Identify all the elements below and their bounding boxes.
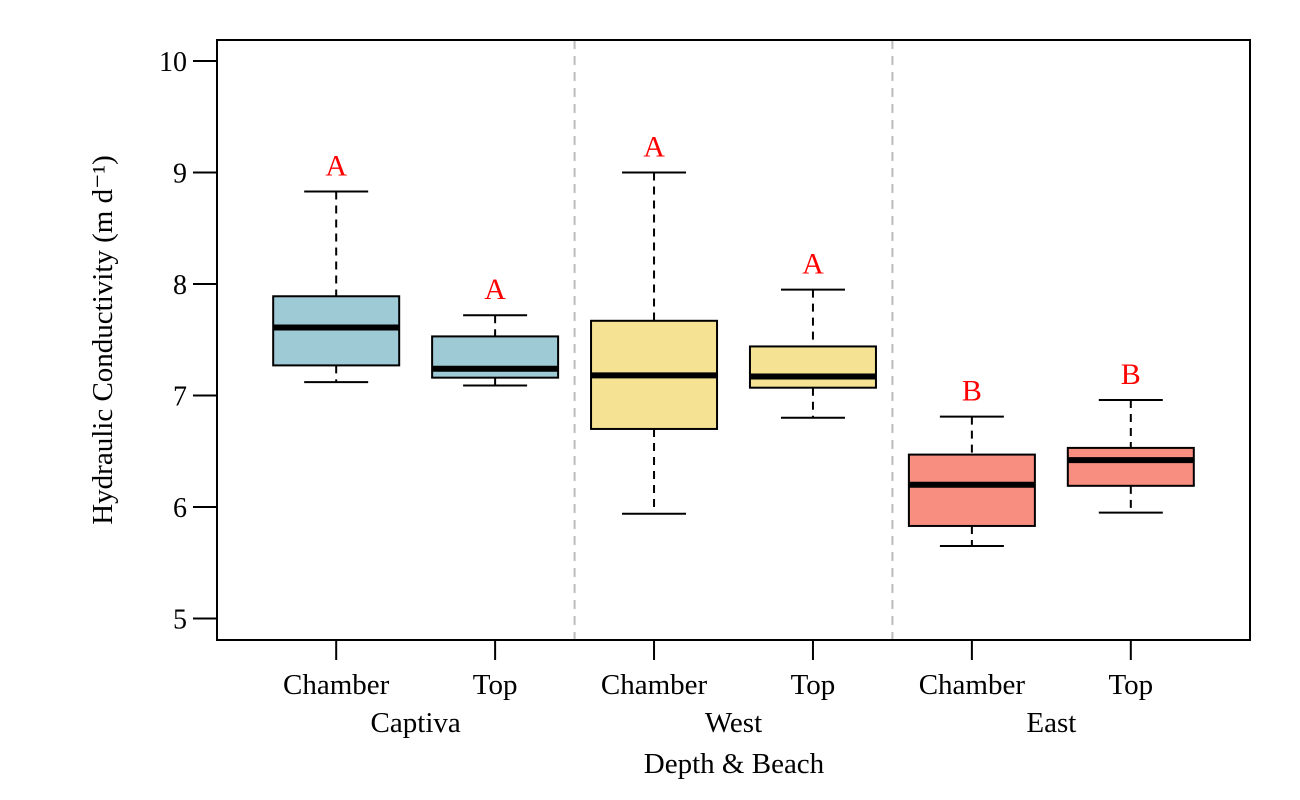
x-axis-title: Depth & Beach bbox=[644, 748, 825, 780]
significance-letter: A bbox=[802, 248, 824, 281]
box-west-chamber: A bbox=[590, 131, 719, 515]
significance-letter: A bbox=[325, 149, 347, 182]
group-separators bbox=[573, 40, 894, 640]
group-label-west: West bbox=[705, 707, 762, 739]
boxes: A A A A B B bbox=[272, 131, 1195, 548]
y-tick-label: 6 bbox=[173, 493, 187, 524]
group-label-captiva: Captiva bbox=[371, 707, 461, 739]
box-east-top: B bbox=[1066, 358, 1195, 514]
y-axis: 5 6 7 8 9 10 bbox=[159, 47, 218, 636]
x-category-label: Chamber bbox=[601, 669, 708, 701]
y-tick-label: 10 bbox=[159, 47, 187, 78]
box-west-top: A bbox=[748, 248, 877, 419]
significance-letter: A bbox=[643, 131, 665, 164]
significance-letter: A bbox=[484, 273, 506, 306]
x-category-label: Top bbox=[791, 669, 836, 701]
group-label-east: East bbox=[1026, 707, 1076, 739]
x-category-label: Chamber bbox=[283, 669, 390, 701]
y-tick-label: 7 bbox=[173, 382, 187, 413]
box-captiva-chamber: A bbox=[272, 149, 401, 384]
significance-letter: B bbox=[962, 375, 982, 408]
y-tick-label: 9 bbox=[173, 159, 187, 190]
y-tick-label: 8 bbox=[173, 270, 187, 301]
significance-letter: B bbox=[1121, 358, 1141, 391]
x-axis: Chamber Top Chamber Top Chamber Top Captiva Wes… bbox=[283, 639, 1153, 739]
y-tick-label: 5 bbox=[173, 605, 187, 636]
iqr-box bbox=[748, 345, 877, 389]
iqr-box bbox=[1066, 446, 1195, 487]
box-captiva-top: A bbox=[431, 273, 560, 387]
iqr-box bbox=[272, 295, 401, 367]
box-east-chamber: B bbox=[907, 375, 1036, 548]
iqr-box bbox=[907, 453, 1036, 527]
x-category-label: Chamber bbox=[919, 669, 1026, 701]
x-category-label: Top bbox=[473, 669, 518, 701]
y-axis-title: Hydraulic Conductivity (m d⁻¹) bbox=[87, 155, 119, 525]
x-category-label: Top bbox=[1108, 669, 1153, 701]
